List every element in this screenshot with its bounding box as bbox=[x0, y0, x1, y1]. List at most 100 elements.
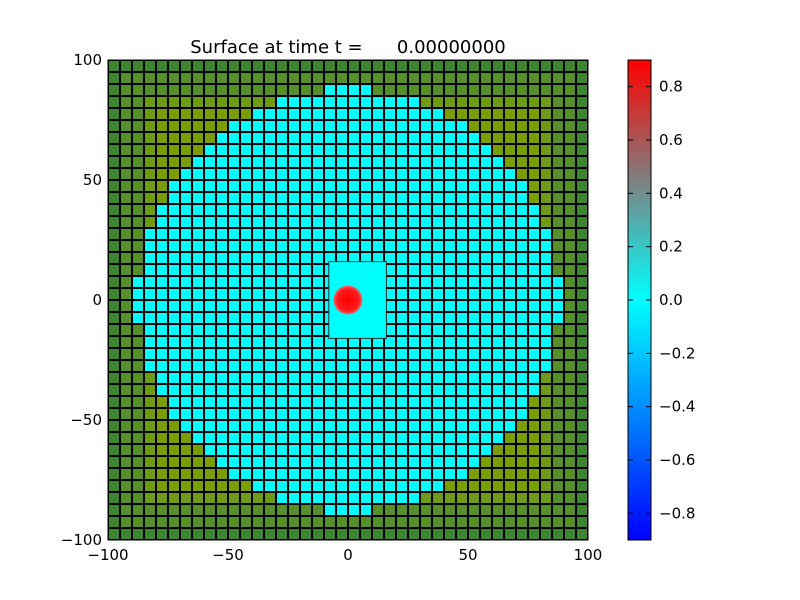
grid-cell bbox=[553, 529, 563, 539]
grid-cell bbox=[397, 61, 407, 71]
grid-cell bbox=[421, 385, 431, 395]
grid-cell bbox=[493, 265, 503, 275]
grid-cell bbox=[577, 313, 587, 323]
grid-cell bbox=[265, 253, 275, 263]
grid-cell bbox=[193, 373, 203, 383]
grid-cell bbox=[277, 337, 287, 347]
grid-cell bbox=[169, 121, 179, 131]
grid-cell bbox=[313, 229, 323, 239]
grid-cell bbox=[469, 61, 479, 71]
grid-cell bbox=[481, 505, 491, 515]
grid-cell bbox=[301, 145, 311, 155]
grid-cell bbox=[481, 61, 491, 71]
grid-cell bbox=[169, 409, 179, 419]
grid-cell bbox=[553, 73, 563, 83]
grid-cell bbox=[145, 73, 155, 83]
grid-cell bbox=[145, 193, 155, 203]
grid-cell bbox=[337, 337, 347, 347]
grid-cell bbox=[397, 145, 407, 155]
grid-cell bbox=[445, 517, 455, 527]
grid-cell bbox=[181, 313, 191, 323]
grid-cell bbox=[457, 181, 467, 191]
grid-cell bbox=[121, 301, 131, 311]
grid-cell bbox=[505, 433, 515, 443]
grid-cell bbox=[145, 373, 155, 383]
grid-cell bbox=[361, 457, 371, 467]
grid-cell bbox=[541, 337, 551, 347]
grid-cell bbox=[301, 409, 311, 419]
grid-cell bbox=[349, 133, 359, 143]
grid-cell bbox=[409, 337, 419, 347]
grid-cell bbox=[229, 73, 239, 83]
grid-cell bbox=[577, 241, 587, 251]
grid-cell bbox=[241, 385, 251, 395]
grid-cell bbox=[229, 337, 239, 347]
grid-cell bbox=[385, 265, 395, 275]
grid-cell bbox=[517, 133, 527, 143]
grid-cell bbox=[397, 421, 407, 431]
grid-cell bbox=[421, 529, 431, 539]
grid-cell bbox=[529, 217, 539, 227]
grid-cell bbox=[577, 409, 587, 419]
grid-cell bbox=[253, 217, 263, 227]
grid-cell bbox=[121, 325, 131, 335]
grid-cell bbox=[229, 445, 239, 455]
grid-cell bbox=[577, 337, 587, 347]
grid-cell bbox=[301, 313, 311, 323]
grid-cell bbox=[505, 397, 515, 407]
grid-cell bbox=[565, 241, 575, 251]
grid-cell bbox=[277, 133, 287, 143]
grid-cell bbox=[253, 109, 263, 119]
grid-cell bbox=[181, 481, 191, 491]
grid-cell bbox=[541, 181, 551, 191]
grid-cell bbox=[313, 97, 323, 107]
grid-cell bbox=[157, 397, 167, 407]
grid-cell bbox=[565, 445, 575, 455]
grid-cell bbox=[193, 361, 203, 371]
grid-cell bbox=[193, 85, 203, 95]
grid-cell bbox=[373, 493, 383, 503]
grid-cell bbox=[541, 121, 551, 131]
grid-cell bbox=[385, 193, 395, 203]
grid-cell bbox=[229, 301, 239, 311]
grid-cell bbox=[409, 517, 419, 527]
grid-cell bbox=[121, 457, 131, 467]
grid-cell bbox=[373, 469, 383, 479]
grid-cell bbox=[157, 445, 167, 455]
grid-cell bbox=[169, 253, 179, 263]
grid-cell bbox=[253, 529, 263, 539]
grid-cell bbox=[325, 193, 335, 203]
grid-cell bbox=[277, 265, 287, 275]
grid-cell bbox=[277, 217, 287, 227]
grid-cell bbox=[421, 301, 431, 311]
grid-cell bbox=[361, 481, 371, 491]
grid-cell bbox=[325, 241, 335, 251]
grid-cell bbox=[301, 517, 311, 527]
grid-cell bbox=[421, 169, 431, 179]
grid-cell bbox=[385, 289, 395, 299]
grid-cell bbox=[109, 505, 119, 515]
grid-cell bbox=[277, 157, 287, 167]
grid-cell bbox=[133, 181, 143, 191]
grid-cell bbox=[229, 97, 239, 107]
grid-cell bbox=[493, 253, 503, 263]
grid-cell bbox=[241, 517, 251, 527]
grid-cell bbox=[481, 169, 491, 179]
grid-cell bbox=[361, 337, 371, 347]
grid-cell bbox=[133, 313, 143, 323]
grid-cell bbox=[181, 505, 191, 515]
grid-cell bbox=[169, 301, 179, 311]
grid-cell bbox=[193, 397, 203, 407]
grid-cell bbox=[493, 337, 503, 347]
grid-cell bbox=[325, 61, 335, 71]
grid-cell bbox=[529, 193, 539, 203]
grid-cell bbox=[397, 121, 407, 131]
grid-cell bbox=[553, 229, 563, 239]
grid-cell bbox=[469, 361, 479, 371]
grid-cell bbox=[337, 433, 347, 443]
grid-cell bbox=[133, 397, 143, 407]
grid-cell bbox=[133, 457, 143, 467]
grid-cell bbox=[265, 325, 275, 335]
grid-cell bbox=[241, 241, 251, 251]
grid-cell bbox=[337, 157, 347, 167]
